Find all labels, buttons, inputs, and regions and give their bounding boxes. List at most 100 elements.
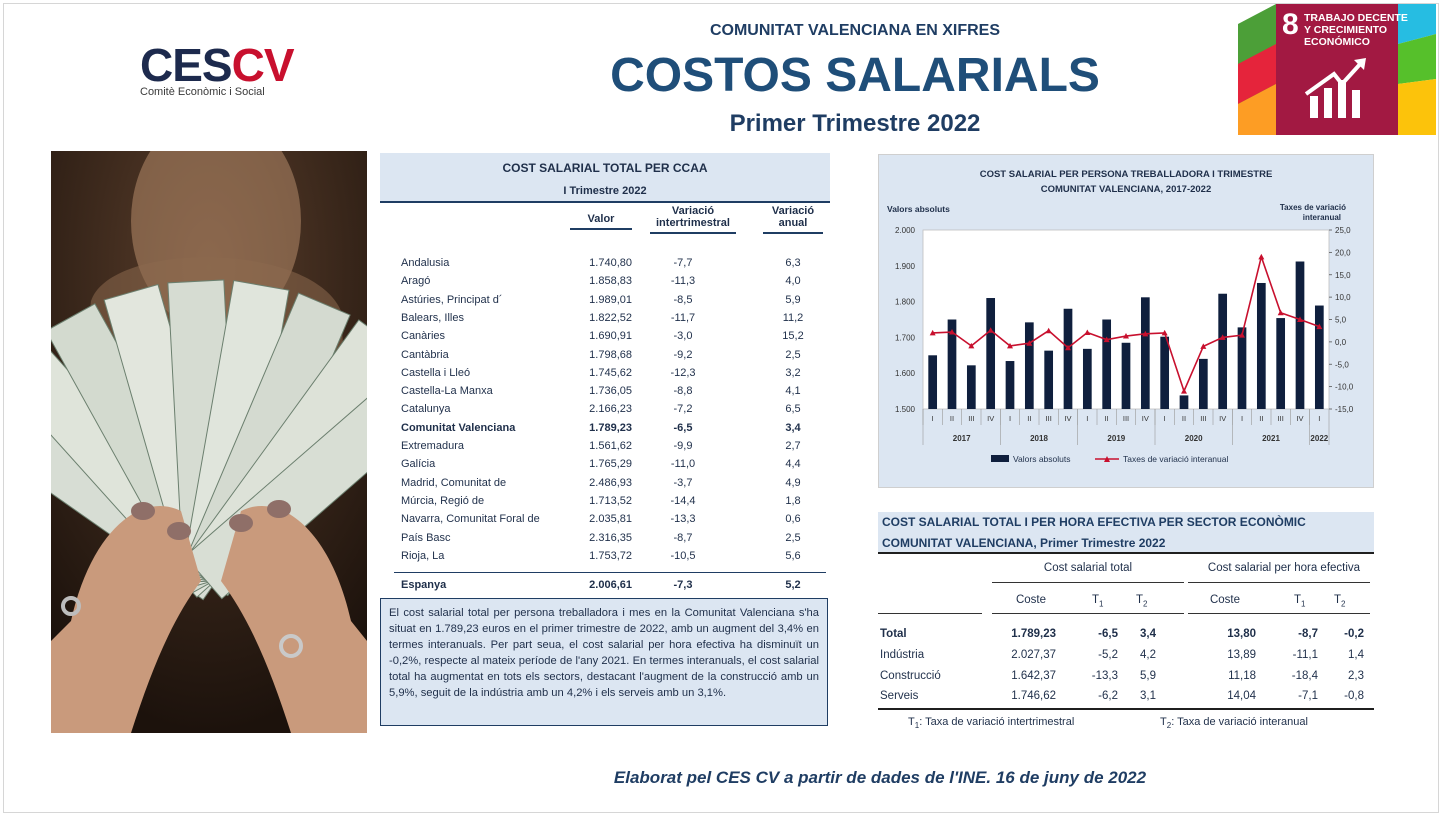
y-right-tick: -10,0 — [1335, 383, 1354, 392]
col-col-t1: T1 — [1092, 594, 1104, 609]
x-quarter-label: IV — [1296, 414, 1303, 423]
row-valor: 1.765,29 — [589, 458, 632, 471]
table-row: Aragó 1.858,83 -11,3 4,0 — [380, 275, 830, 293]
line-point-11 — [1123, 333, 1129, 339]
row-valor: 2.316,35 — [589, 531, 632, 544]
row-intertrimestral: -9,9 — [673, 440, 693, 452]
line-point-3 — [968, 342, 975, 349]
row-anual: 2,5 — [785, 348, 801, 361]
table-row: Catalunya 2.166,23 -7,2 6,5 — [380, 403, 830, 421]
footnote-t2: T2: Taxa de variació interanual — [1160, 716, 1308, 731]
logo-org: Comitè Econòmic i Social — [140, 86, 265, 98]
table-row: Rioja, La 1.753,72 -10,5 5,6 — [380, 550, 830, 568]
line-point-19 — [1277, 309, 1284, 316]
x-quarter-label: II — [950, 414, 954, 423]
sector-table-body: Cost salarial total Cost salarial per hor… — [878, 554, 1374, 730]
row-valor: 1.789,23 — [589, 421, 632, 434]
x-year-label: 2020 — [1185, 434, 1203, 443]
ccaa-table: COST SALARIAL TOTAL PER CCAA I Trimestre… — [380, 153, 830, 633]
table-row: Balears, Illes 1.822,52 -11,7 11,2 — [380, 312, 830, 330]
sector-h-coste: 14,04 — [1227, 690, 1256, 702]
row-anual: 0,6 — [785, 513, 801, 526]
sector-coste: 1.642,37 — [1011, 670, 1056, 682]
table-row: Múrcia, Regió de 1.713,52 -14,4 1,8 — [380, 495, 830, 513]
salary-chart: COST SALARIAL PER PERSONA TREBALLADORA I… — [878, 154, 1374, 488]
row-valor: 1.753,72 — [589, 549, 632, 562]
row-region: Balears, Illes — [401, 311, 464, 324]
sdg-label-3: ECONÓMICO — [1304, 35, 1370, 48]
row-anual: 4,0 — [785, 275, 801, 288]
bar-5 — [1005, 361, 1015, 409]
sector-h-t1: -11,1 — [1292, 649, 1318, 661]
table-row: Comunitat Valenciana 1.789,23 -6,5 3,4 — [380, 422, 830, 440]
chart-subtitle: COMUNITAT VALENCIANA, 2017-2022 — [1041, 184, 1212, 195]
y-right-tick: 10,0 — [1335, 293, 1351, 302]
line-point-10 — [1103, 336, 1110, 343]
ccaa-rows: Andalusia 1.740,80 -7,7 6,3 Aragó 1.858,83 -11… — [380, 243, 830, 633]
table-row: Extremadura 1.561,62 -9,9 2,7 — [380, 440, 830, 458]
row-intertrimestral: -3,0 — [673, 330, 693, 343]
footer-source: Elaborat pel CES CV a partir de dades de… — [613, 768, 1147, 787]
sector-h-t1: -7,1 — [1298, 690, 1318, 702]
row-valor: 1.858,83 — [589, 275, 632, 288]
table-row: País Basc 2.316,35 -8,7 2,5 — [380, 532, 830, 550]
bar-21 — [1314, 305, 1324, 409]
row-region: Castella-La Manxa — [401, 385, 493, 398]
table-row: Astúries, Principat d´ 1.989,01 -8,5 5,9 — [380, 294, 830, 312]
x-year-label: 2017 — [953, 434, 971, 443]
table-row: Galícia 1.765,29 -11,0 4,4 — [380, 458, 830, 476]
x-quarter-label: IV — [1142, 414, 1149, 423]
row-valor: 1.690,91 — [589, 330, 632, 343]
row-region: Canàries — [401, 330, 446, 343]
logo-ces: CES — [140, 39, 233, 91]
bar-16 — [1218, 293, 1228, 409]
bar-14 — [1179, 395, 1189, 409]
row-region: Madrid, Comunitat de — [401, 476, 507, 489]
hands — [51, 500, 367, 733]
footnote-t1: T1: Taxa de variació intertrimestral — [908, 716, 1075, 731]
y-right-tick: 15,0 — [1335, 271, 1351, 280]
row-region: Rioja, La — [401, 549, 445, 562]
bar-12 — [1140, 297, 1150, 409]
row-valor: 1.740,80 — [589, 257, 632, 269]
x-quarter-label: I — [932, 414, 934, 423]
y-right-tick: 5,0 — [1335, 316, 1347, 325]
row-intertrimestral: -8,7 — [673, 531, 693, 544]
x-quarter-label: III — [1278, 414, 1284, 423]
x-quarter-label: IV — [1064, 414, 1071, 423]
y-left-tick: 1.500 — [895, 405, 916, 414]
row-anual: 15,2 — [782, 330, 804, 343]
y-left-tick: 1.600 — [895, 369, 916, 378]
y-right-label-2: interanual — [1303, 213, 1341, 222]
sector-name: Total — [880, 628, 907, 640]
row-valor: 2.006,61 — [589, 579, 632, 592]
row-anual: 4,4 — [785, 458, 801, 471]
sector-h-t2: 2,3 — [1348, 670, 1364, 682]
x-quarter-label: II — [1027, 414, 1031, 423]
legend-line-label: Taxes de variació interanual — [1123, 454, 1228, 464]
page-title: COSTOS SALARIALS — [610, 49, 1100, 102]
row-intertrimestral: -8,5 — [673, 293, 693, 306]
line-point-17 — [1239, 332, 1245, 338]
row-region: Castella i Lleó — [401, 366, 471, 379]
row-anual: 2,7 — [785, 440, 801, 452]
y-left-tick: 1.700 — [895, 333, 916, 342]
row-valor: 1.745,62 — [589, 366, 632, 379]
row-valor: 1.822,52 — [589, 311, 632, 324]
sector-title-2: COMUNITAT VALENCIANA, Primer Trimestre 2… — [882, 536, 1166, 550]
bar-4 — [986, 298, 996, 409]
sector-h-coste: 11,18 — [1228, 670, 1256, 682]
x-quarter-label: II — [1259, 414, 1263, 423]
chart-svg: COST SALARIAL PER PERSONA TREBALLADORA I… — [887, 169, 1354, 464]
x-quarter-label: III — [1200, 414, 1206, 423]
bar-6 — [1024, 322, 1034, 409]
bar-1 — [928, 355, 938, 409]
photo-hands-holding-banknotes — [0, 111, 449, 733]
x-year-label: 2022 — [1310, 434, 1328, 443]
table-row: Cantàbria 1.798,68 -9,2 2,5 — [380, 349, 830, 367]
row-region: Múrcia, Regió de — [401, 494, 485, 507]
sdg-number: 8 — [1282, 8, 1299, 41]
row-intertrimestral: -9,2 — [673, 348, 693, 361]
sector-name: Construcció — [880, 670, 941, 682]
row-anual: 6,5 — [785, 403, 801, 416]
